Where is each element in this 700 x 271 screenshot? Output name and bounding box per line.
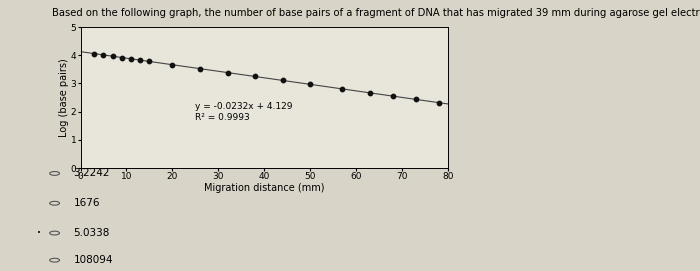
Point xyxy=(277,78,288,83)
Point xyxy=(144,59,155,64)
Text: 108094: 108094 xyxy=(74,255,113,265)
Point xyxy=(410,97,421,102)
Point xyxy=(222,70,233,75)
Text: 3.2242: 3.2242 xyxy=(74,169,110,178)
Text: Based on the following graph, the number of base pairs of a fragment of DNA that: Based on the following graph, the number… xyxy=(52,8,700,18)
Point xyxy=(433,101,444,105)
Y-axis label: Log (base pairs): Log (base pairs) xyxy=(60,58,69,137)
Text: R² = 0.9993: R² = 0.9993 xyxy=(195,113,250,122)
Point xyxy=(107,54,118,58)
Point xyxy=(195,66,206,71)
Text: •: • xyxy=(36,230,41,236)
Point xyxy=(304,82,316,86)
Text: 5.0338: 5.0338 xyxy=(74,228,110,238)
Point xyxy=(364,91,375,95)
Point xyxy=(387,94,398,98)
Point xyxy=(89,51,100,56)
Point xyxy=(125,57,136,61)
Point xyxy=(249,74,260,79)
Text: 1676: 1676 xyxy=(74,198,100,208)
Point xyxy=(116,55,127,60)
Point xyxy=(337,87,348,91)
Point xyxy=(134,58,146,62)
Point xyxy=(167,63,178,67)
Point xyxy=(98,53,109,57)
X-axis label: Migration distance (mm): Migration distance (mm) xyxy=(204,183,325,193)
Text: y = -0.0232x + 4.129: y = -0.0232x + 4.129 xyxy=(195,102,293,111)
